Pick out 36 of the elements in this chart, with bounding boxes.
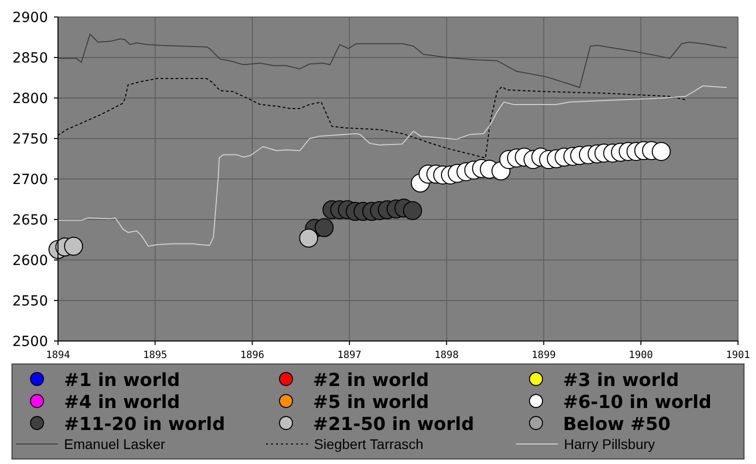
line-series	[58, 34, 727, 88]
legend-label: #1 in world	[64, 370, 180, 391]
x-tick-label: 1899	[532, 350, 556, 361]
legend-label: #2 in world	[313, 370, 430, 391]
legend-label: #5 in world	[313, 392, 430, 413]
legend-label: #11-20 in world	[64, 414, 226, 435]
y-tick-label: 2900	[12, 10, 48, 26]
x-tick-label: 1901	[726, 350, 750, 361]
y-tick-label: 2800	[12, 91, 48, 107]
legend-label: #3 in world	[563, 370, 680, 391]
x-tick-label: 1897	[337, 350, 362, 361]
line-series	[58, 85, 727, 247]
y-tick-label: 2700	[12, 172, 48, 188]
point	[64, 236, 84, 256]
point	[403, 201, 422, 220]
legend-label: #4 in world	[64, 392, 180, 413]
legend-label: #6-10 in world	[563, 392, 712, 413]
x-tick-label: 1896	[240, 350, 264, 361]
point	[314, 218, 334, 238]
y-tick-label: 2500	[12, 334, 48, 350]
x-tick-label: 1895	[143, 350, 168, 361]
legend-label: Siegbert Tarrasch	[314, 436, 424, 452]
point	[652, 142, 671, 161]
x-tick-label: 1898	[434, 350, 459, 361]
legend-label: #21-50 in world	[313, 414, 474, 435]
legend-label: Below #50	[563, 414, 670, 435]
x-tick-label: 1894	[46, 350, 70, 361]
legend-label: Emanuel Lasker	[64, 436, 166, 452]
y-tick-label: 2650	[12, 212, 48, 228]
y-tick-label: 2850	[12, 50, 48, 66]
point	[299, 228, 318, 248]
legend-label: Harry Pillsbury	[564, 436, 656, 452]
y-tick-label: 2600	[12, 253, 48, 269]
y-tick-label: 2550	[12, 294, 48, 310]
y-tick-label: 2750	[12, 132, 48, 148]
x-tick-label: 1900	[628, 350, 653, 361]
